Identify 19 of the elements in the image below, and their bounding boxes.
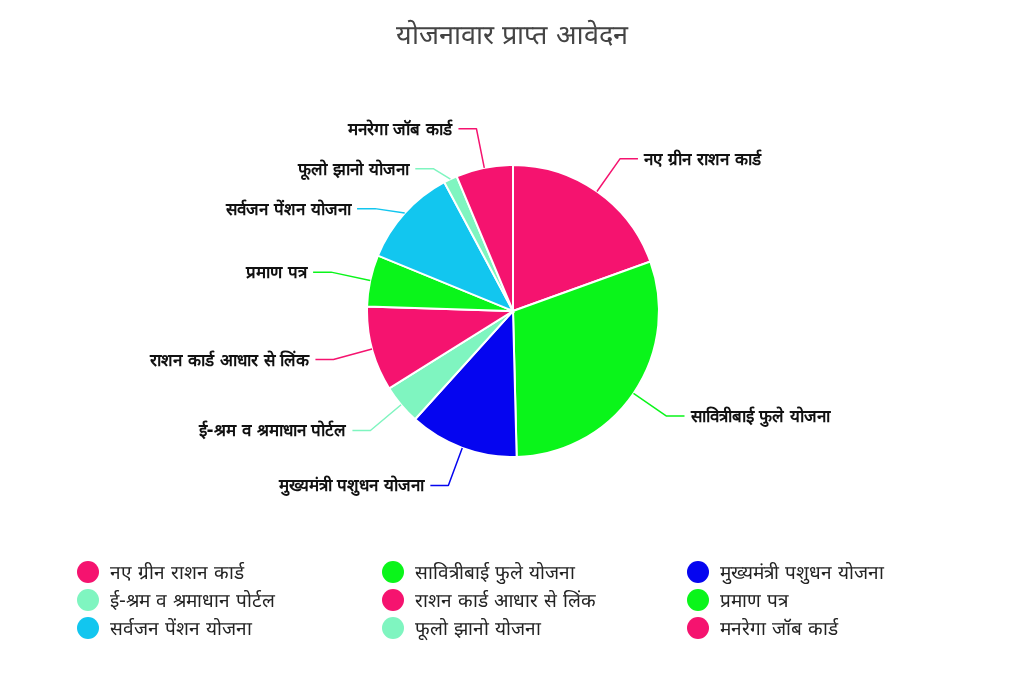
legend-label: ई-श्रम व श्रमाधान पोर्टल [110, 589, 276, 611]
legend-label: सर्वजन पेंशन योजना [110, 617, 254, 639]
legend-label: मनरेगा जॉब कार्ड [720, 617, 840, 639]
slice-label: सावित्रीबाई फुले योजना [689, 406, 832, 428]
slice-label: फूलो झानो योजना [297, 158, 411, 181]
legend-label: राशन कार्ड आधार से लिंक [415, 589, 597, 611]
slice-label: मुख्यमंत्री पशुधन योजना [277, 475, 426, 497]
legend-label: सावित्रीबाई फुले योजना [415, 561, 577, 585]
legend-label: मुख्यमंत्री पशुधन योजना [720, 561, 886, 585]
slice-label: सर्वजन पेंशन योजना [225, 198, 353, 219]
slice-label: राशन कार्ड आधार से लिंक [148, 349, 311, 370]
legend-label: नए ग्रीन राशन कार्ड [110, 561, 246, 583]
slice-label: नए ग्रीन राशन कार्ड [642, 148, 762, 169]
slice-label: मनरेगा जॉब कार्ड [346, 118, 454, 139]
legend-label: प्रमाण पत्र [720, 589, 790, 611]
slice-label: प्रमाण पत्र [245, 262, 309, 283]
chart-title: योजनावार प्राप्त आवेदन [395, 19, 630, 50]
legend-label: फूलो झानो योजना [415, 617, 543, 641]
slice-label: ई-श्रम व श्रमाधान पोर्टल [197, 420, 348, 441]
